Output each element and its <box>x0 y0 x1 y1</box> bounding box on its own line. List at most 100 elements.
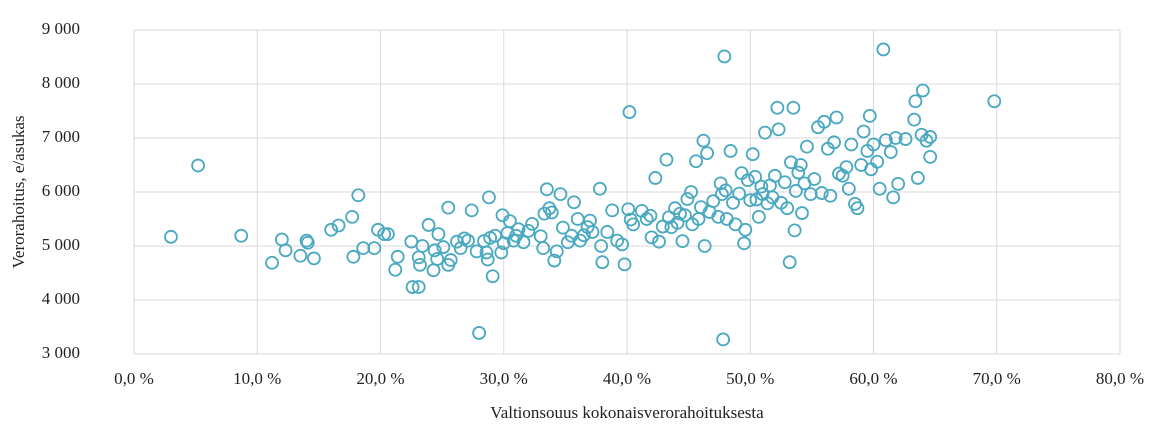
y-tick-label: 6 000 <box>42 181 80 200</box>
point <box>678 208 692 223</box>
y-tick-label: 8 000 <box>42 73 80 92</box>
point <box>351 188 366 203</box>
point <box>795 206 809 220</box>
point <box>380 227 395 242</box>
point <box>870 154 885 169</box>
x-tick-label: 20,0 % <box>356 369 404 388</box>
point <box>883 145 898 159</box>
point <box>533 229 548 244</box>
point <box>367 241 382 256</box>
point <box>576 228 591 243</box>
point <box>377 227 392 242</box>
point <box>516 235 531 250</box>
point <box>758 125 772 140</box>
point <box>777 175 792 190</box>
point <box>346 249 361 264</box>
point <box>443 253 458 267</box>
point <box>876 42 891 57</box>
point <box>987 94 1002 109</box>
point <box>652 234 666 249</box>
point <box>234 228 249 243</box>
point <box>536 241 551 256</box>
point <box>784 155 798 170</box>
point <box>461 233 475 248</box>
point <box>670 215 685 230</box>
point <box>780 201 795 216</box>
point <box>745 147 760 162</box>
point <box>770 100 785 115</box>
point <box>300 235 315 250</box>
point <box>723 144 738 158</box>
point <box>415 239 430 253</box>
point <box>891 176 906 191</box>
point <box>711 209 726 224</box>
point <box>807 172 822 186</box>
point <box>643 208 658 223</box>
point <box>915 83 930 98</box>
point <box>469 244 484 259</box>
point <box>715 187 729 202</box>
point <box>787 223 802 238</box>
point <box>754 179 769 194</box>
point <box>864 162 878 177</box>
point <box>782 255 797 270</box>
y-tick-label: 5 000 <box>42 235 80 254</box>
point <box>464 203 479 218</box>
point <box>768 168 782 183</box>
point <box>525 216 539 231</box>
point <box>411 280 426 294</box>
point <box>878 133 893 148</box>
point <box>644 230 659 245</box>
point <box>743 193 758 208</box>
point <box>621 202 636 217</box>
x-tick-label: 60,0 % <box>849 369 897 388</box>
point <box>544 205 559 220</box>
point <box>793 158 808 172</box>
x-tick-label: 80,0 % <box>1096 369 1144 388</box>
point <box>684 185 698 199</box>
point <box>494 245 509 260</box>
point <box>862 108 877 123</box>
point <box>732 186 747 201</box>
point <box>835 168 850 183</box>
point <box>680 192 695 206</box>
point <box>803 187 818 202</box>
point <box>726 195 740 210</box>
point <box>427 243 442 258</box>
point <box>617 257 632 272</box>
point <box>740 173 755 188</box>
point <box>791 165 806 180</box>
point <box>324 222 339 237</box>
point <box>436 240 451 254</box>
point <box>908 94 923 109</box>
y-tick-label: 7 000 <box>42 127 80 146</box>
point <box>872 181 887 196</box>
point <box>605 203 620 218</box>
point <box>265 255 279 270</box>
point <box>696 133 711 148</box>
point <box>800 139 814 154</box>
point <box>748 169 763 184</box>
point <box>716 332 731 347</box>
point <box>738 222 753 237</box>
point <box>331 218 346 233</box>
point <box>592 181 607 196</box>
point <box>655 219 670 234</box>
point <box>907 112 922 127</box>
point <box>866 137 881 152</box>
point <box>480 252 495 267</box>
point <box>639 212 654 226</box>
point <box>430 252 445 266</box>
point <box>511 222 526 237</box>
point <box>485 269 500 284</box>
point <box>788 184 803 198</box>
point <box>817 114 832 129</box>
point <box>441 200 456 215</box>
point <box>549 244 564 259</box>
point <box>886 190 901 205</box>
point <box>689 154 703 169</box>
point <box>919 133 934 148</box>
point <box>910 171 925 185</box>
point <box>421 218 436 232</box>
